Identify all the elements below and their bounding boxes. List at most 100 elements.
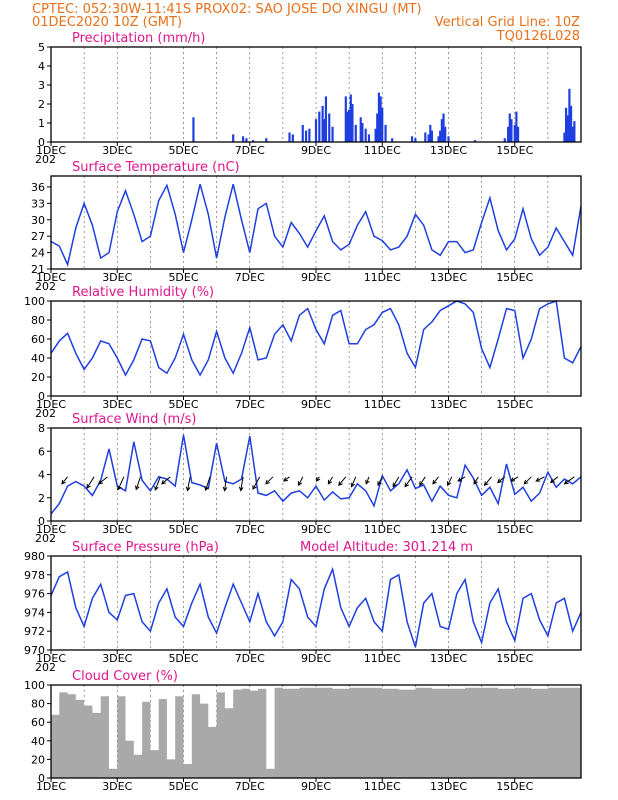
rh-xtick-label: 11DEC — [364, 398, 401, 411]
wind-arrow-shaft — [283, 476, 290, 482]
wind-series-line — [50, 434, 582, 515]
precip-bar — [473, 140, 477, 142]
wind-arrow — [365, 476, 370, 485]
precip-bar — [414, 138, 417, 142]
temp-ytick-label: 30 — [31, 214, 45, 227]
wind-xtick-label: 5DEC — [168, 523, 198, 536]
press-ytick-label: 970 — [24, 644, 45, 657]
wind-arrow-shaft — [252, 476, 261, 490]
precip-bar — [376, 113, 379, 142]
wind-arrow — [350, 476, 357, 488]
precip-bar — [508, 113, 511, 142]
wind-arrow-shaft — [86, 476, 95, 489]
wind-arrow-shaft — [377, 476, 383, 486]
precip-bar — [573, 121, 576, 142]
press-xtick-label: 15DEC — [496, 652, 533, 665]
wind-arrow — [238, 476, 244, 492]
wind-arrow-shaft — [497, 476, 506, 483]
wind-arrow — [283, 476, 290, 482]
press-xtick-label: 9DEC — [301, 652, 331, 665]
wind-arrow-shaft — [338, 476, 347, 486]
wind-arrow-shaft — [457, 476, 466, 482]
wind-arrow-head — [297, 481, 303, 487]
press-year-label: 202 — [35, 661, 56, 674]
precip-xtick-label: 11DEC — [364, 144, 401, 157]
wind-arrow-shaft — [535, 476, 545, 482]
wind-arrow-head — [535, 477, 541, 482]
temp-ytick-label: 24 — [31, 247, 45, 260]
precip-ytick-label: 0 — [38, 136, 45, 149]
precip-bar — [251, 140, 255, 142]
precip-bar — [301, 124, 304, 142]
precip-panel: 0 1 2 3 4 5 1DEC 3DEC 5DEC 7DEC 9DEC 11DEC 13DEC 15DE… — [35, 31, 582, 166]
temp-ytick-label: 21 — [31, 263, 45, 276]
wind-arrow-shaft — [392, 476, 400, 487]
precip-xtick-label: 15DEC — [496, 144, 533, 157]
cloud-panel: 0 20 40 60 80 100 1DEC 3DEC 5DEC 7DEC 9DEC 11DEC 13D… — [24, 669, 582, 793]
cloud-ytick-label: 40 — [31, 735, 45, 748]
cloud-xtick-label: 13DEC — [430, 780, 467, 793]
precip-bar — [384, 124, 387, 142]
wind-arrow — [510, 476, 519, 482]
wind-arrow — [496, 476, 506, 484]
header-grid-note: Vertical Grid Line: 10Z — [435, 15, 580, 30]
wind-arrow — [404, 476, 413, 488]
rh-ytick-label: 0 — [38, 390, 45, 403]
precip-bar — [232, 134, 235, 142]
wind-arrow-shaft — [432, 476, 439, 485]
wind-arrow-shaft — [61, 476, 68, 485]
wind-arrow-head — [315, 476, 321, 482]
wind-arrow — [419, 476, 426, 487]
precip-bar — [564, 107, 568, 142]
wind-arrow-shaft — [327, 476, 333, 485]
precip-bar — [331, 126, 334, 142]
temp-title: Surface Temperature (nC) — [72, 160, 240, 175]
cloud-xtick-label: 1DEC — [36, 780, 66, 793]
wind-arrow-shaft — [161, 476, 171, 485]
wind-arrow-shaft — [265, 476, 274, 485]
wind-arrow-head — [377, 481, 382, 487]
precip-bar — [427, 134, 430, 142]
precip-bar — [503, 138, 506, 142]
precip-bar — [569, 105, 573, 142]
wind-arrow — [377, 476, 383, 487]
wind-arrow-head — [446, 481, 452, 487]
wind-xtick-label: 3DEC — [102, 523, 132, 536]
press-ytick-label: 978 — [24, 569, 45, 582]
wind-arrow-shaft — [117, 476, 125, 490]
precip-bar — [245, 138, 248, 142]
wind-arrow — [563, 476, 575, 485]
precip-ytick-label: 4 — [38, 60, 45, 73]
wind-arrow-head — [161, 479, 166, 485]
cloud-ytick-label: 20 — [31, 753, 45, 766]
wind-arrow-head — [185, 486, 191, 492]
wind-arrow-shaft — [351, 476, 357, 487]
precip-bar — [354, 124, 357, 142]
wind-arrow — [338, 476, 347, 487]
wind-arrow-head — [252, 485, 257, 491]
precip-bar — [381, 107, 384, 142]
wind-arrow-head — [283, 477, 288, 482]
wind-ytick-label: 8 — [38, 422, 45, 435]
precip-bar — [513, 124, 516, 142]
precip-xtick-label: 7DEC — [235, 144, 265, 157]
wind-arrow — [392, 476, 400, 488]
header-date: 01DEC2020 10Z (GMT) — [32, 15, 182, 30]
wind-arrow — [549, 476, 559, 484]
wind-arrow-head — [432, 479, 437, 485]
wind-arrow-shaft — [510, 476, 519, 482]
wind-arrow — [265, 476, 274, 485]
temp-xtick-label: 7DEC — [235, 271, 265, 284]
wind-arrow — [315, 476, 321, 482]
wind-title: Surface Wind (m/s) — [72, 412, 196, 427]
press-subtitle: Model Altitude: 301.214 m — [300, 540, 473, 555]
wind-arrow-head — [563, 480, 569, 485]
rh-series-line — [50, 299, 582, 377]
precip-bar — [304, 130, 308, 142]
wind-arrow — [154, 476, 161, 491]
precip-xtick-label: 3DEC — [102, 144, 132, 157]
wind-arrow — [61, 476, 68, 485]
wind-panel: 0 2 4 6 8 1DEC 3DEC 5DEC 7DEC 9DEC 11DEC 13DEC 15DEC… — [35, 412, 582, 545]
rh-year-label: 202 — [35, 407, 56, 420]
precip-ytick-label: 3 — [38, 79, 45, 92]
